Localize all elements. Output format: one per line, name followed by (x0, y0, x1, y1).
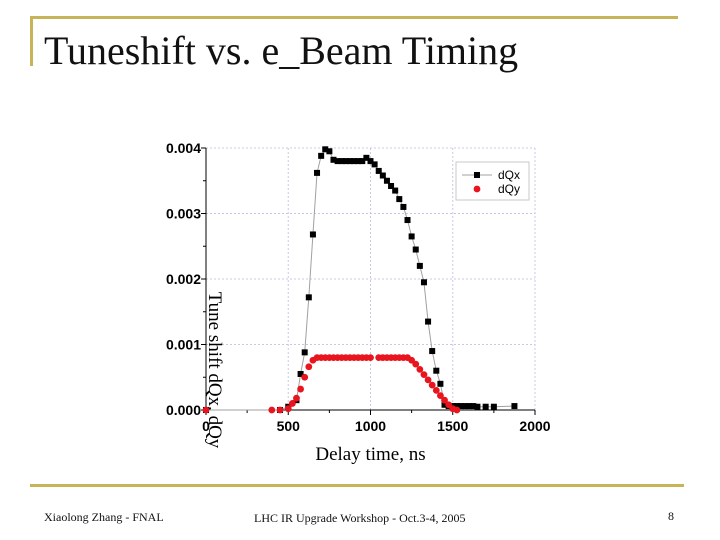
legend-box (455, 161, 530, 201)
x-tick-label: 2000 (519, 418, 550, 434)
data-point-dqx (334, 158, 341, 165)
y-tick-label: 0.001 (166, 337, 201, 353)
y-tick-label: 0.000 (166, 402, 201, 418)
data-point-dqx (342, 158, 349, 165)
data-point-dqx (396, 196, 403, 203)
data-point-dqx (388, 182, 395, 189)
data-point-dqx (379, 172, 386, 179)
legend-label-dqx: dQx (498, 168, 520, 182)
data-point-dqx (437, 380, 444, 387)
data-point-dqy (268, 406, 276, 414)
left-rule (30, 16, 33, 66)
bottom-rule (30, 484, 684, 487)
data-point-dqy (305, 363, 313, 371)
data-point-dqy (301, 373, 309, 381)
data-point-dqx (371, 161, 378, 168)
data-point-dqx (326, 148, 333, 155)
data-point-dqx (318, 152, 325, 159)
data-point-dqx (330, 156, 337, 163)
data-point-dqy (428, 381, 436, 389)
data-point-dqy (202, 406, 210, 414)
data-point-dqy (297, 385, 304, 393)
x-tick-label: 1000 (355, 418, 386, 434)
y-tick-label: 0.004 (166, 140, 201, 156)
data-point-dqy (288, 400, 296, 407)
data-point-dqx (301, 349, 308, 356)
data-point-dqx (351, 158, 358, 165)
data-point-dqx (470, 403, 477, 410)
data-point-dqx (404, 217, 411, 224)
y-tick-label: 0.003 (166, 206, 201, 222)
data-point-dqy (432, 386, 440, 394)
legend-marker-dqx (474, 172, 480, 178)
data-point-dqy (284, 405, 292, 413)
data-point-dqy (293, 394, 300, 402)
data-point-dqx (412, 246, 419, 253)
data-point-dqx (392, 187, 399, 194)
footer-event: LHC IR Upgrade Workshop - Oct.3-4, 2005 (254, 511, 466, 525)
data-point-dqx (453, 403, 460, 410)
data-point-dqy (420, 371, 428, 379)
data-point-dqx (400, 203, 407, 210)
data-point-dqx (305, 294, 312, 301)
x-tick-label: 500 (277, 418, 301, 434)
data-point-dqx (425, 318, 432, 325)
footer-author: Xiaolong Zhang - FNAL (44, 510, 164, 524)
x-axis-label: Delay time, ns (315, 444, 425, 465)
data-point-dqy (416, 365, 424, 373)
data-point-dqx (457, 403, 464, 410)
data-point-dqx (490, 403, 497, 410)
y-axis-label: Tune shift dQx, dQy (204, 292, 225, 449)
data-point-dqx (309, 231, 316, 238)
legend-marker-dqy (473, 185, 481, 193)
data-point-dqx (314, 169, 321, 176)
data-point-dqx (355, 158, 362, 165)
data-point-dqx (482, 403, 489, 410)
data-point-dqx (420, 279, 427, 286)
data-point-dqx (338, 158, 345, 165)
page-number: 8 (668, 509, 674, 523)
data-point-dqx (346, 158, 353, 165)
data-point-dqx (474, 403, 481, 410)
data-point-dqx (408, 233, 415, 240)
data-point-dqx (416, 262, 423, 269)
data-point-dqx (359, 158, 366, 165)
data-point-dqx (511, 403, 518, 410)
data-point-dqx (433, 367, 440, 374)
data-point-dqy (276, 406, 284, 414)
data-point-dqy (441, 396, 448, 404)
y-tick-label: 0.002 (166, 271, 201, 287)
data-point-dqy (453, 406, 461, 414)
data-point-dqx (383, 177, 390, 184)
data-point-dqx (322, 146, 329, 153)
legend-label-dqy: dQy (498, 182, 520, 196)
data-point-dqx (429, 348, 436, 355)
slide-title: Tuneshift vs. e_Beam Timing (44, 28, 519, 73)
data-point-dqx (363, 154, 370, 161)
x-tick-label: 0 (202, 418, 210, 434)
data-point-dqx (367, 158, 374, 165)
data-point-dqx (462, 403, 469, 410)
data-point-dqx (375, 167, 382, 174)
x-tick-label: 1500 (437, 418, 468, 434)
data-point-dqy (424, 376, 432, 384)
data-point-dqy (412, 360, 420, 368)
data-point-dqy (437, 392, 444, 399)
data-point-dqx (466, 403, 473, 410)
data-point-dqx (441, 401, 448, 408)
data-point-dqy (367, 354, 374, 361)
data-point-dqx (297, 370, 304, 377)
top-rule (30, 16, 678, 19)
